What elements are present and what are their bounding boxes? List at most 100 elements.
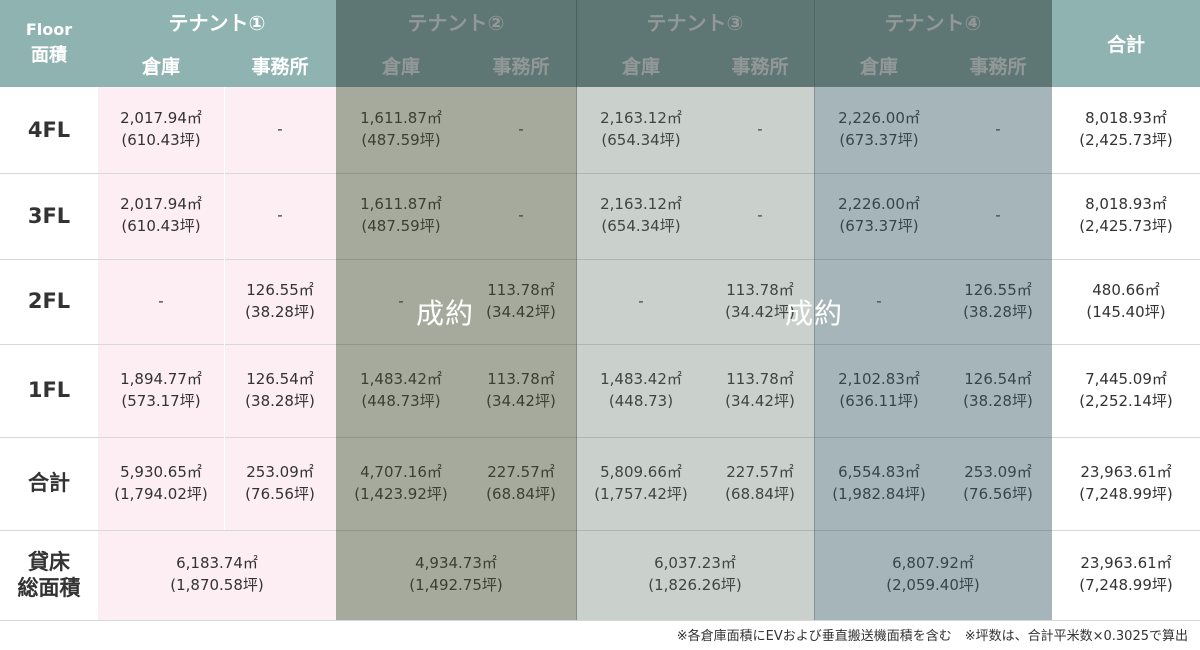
row-label: 合計 bbox=[0, 437, 98, 530]
table-cell: - bbox=[576, 259, 706, 344]
value-secondary: (573.17坪) bbox=[121, 391, 201, 410]
value-primary: - bbox=[158, 291, 164, 310]
row-total-cell: 480.66㎡ (145.40坪) bbox=[1052, 259, 1200, 344]
table-cell: - bbox=[706, 173, 814, 259]
table-cell: 113.78㎡ (34.42坪) bbox=[466, 344, 576, 437]
value-secondary: (448.73) bbox=[608, 391, 674, 410]
row-divider bbox=[0, 259, 1200, 260]
value-primary: 2,163.12㎡ bbox=[600, 195, 682, 214]
row-divider bbox=[0, 437, 1200, 438]
value-primary: - bbox=[518, 206, 524, 225]
office-label: 事務所 bbox=[492, 55, 550, 78]
value-primary: 253.09㎡ bbox=[964, 462, 1032, 481]
value-primary: 23,963.61㎡ bbox=[1080, 462, 1172, 481]
rental-cell-tenant-4: 6,807.92㎡ (2,059.40坪) bbox=[814, 530, 1052, 620]
value-primary: 6,037.23㎡ bbox=[654, 554, 736, 573]
value-primary: - bbox=[757, 206, 763, 225]
value-primary: - bbox=[995, 120, 1001, 139]
table-cell: 2,226.00㎡ (673.37坪) bbox=[814, 173, 944, 259]
row-label-text: 4FL bbox=[27, 117, 71, 142]
value-secondary: (610.43坪) bbox=[121, 217, 201, 235]
floor-label: Floor bbox=[25, 20, 73, 39]
table-cell: 113.78㎡ (34.42坪) bbox=[466, 259, 576, 344]
row-label: 2FL bbox=[0, 259, 98, 344]
table-cell: 2,102.83㎡ (636.11坪) bbox=[814, 344, 944, 437]
table-cell: 253.09㎡ (76.56坪) bbox=[224, 437, 336, 530]
table-cell: 5,930.65㎡ (1,794.02坪) bbox=[98, 437, 224, 530]
rental-cell-tenant-1: 6,183.74㎡ (1,870.58坪) bbox=[98, 530, 336, 620]
table-cell: 2,226.00㎡ (673.37坪) bbox=[814, 87, 944, 173]
warehouse-label: 倉庫 bbox=[621, 55, 660, 78]
warehouse-header: 倉庫 bbox=[336, 43, 466, 87]
row-total-cell: 8,018.93㎡ (2,425.73坪) bbox=[1052, 173, 1200, 259]
office-header: 事務所 bbox=[224, 43, 336, 87]
value-secondary: (38.28坪) bbox=[963, 302, 1033, 321]
table-cell: 2,017.94㎡ (610.43坪) bbox=[98, 87, 224, 173]
table-cell: - bbox=[224, 87, 336, 173]
table-cell: 2,163.12㎡ (654.34坪) bbox=[576, 87, 706, 173]
warehouse-label: 倉庫 bbox=[859, 55, 898, 78]
value-secondary: (34.42坪) bbox=[725, 302, 795, 321]
value-primary: 4,707.16㎡ bbox=[360, 462, 442, 481]
value-secondary: (38.28坪) bbox=[963, 391, 1033, 410]
warehouse-label: 倉庫 bbox=[141, 55, 180, 78]
office-header: 事務所 bbox=[944, 43, 1052, 87]
rental-total-cell: 23,963.61㎡ (7,248.99坪) bbox=[1052, 530, 1200, 620]
value-secondary: (1,423.92坪) bbox=[354, 484, 448, 503]
table-cell: 1,483.42㎡ (448.73坪) bbox=[336, 344, 466, 437]
value-secondary: (7,248.99坪) bbox=[1079, 576, 1173, 594]
table-cell: - bbox=[224, 173, 336, 259]
tenant-name: テナント② bbox=[407, 11, 505, 35]
table-cell: 253.09㎡ (76.56坪) bbox=[944, 437, 1052, 530]
column-divider bbox=[224, 87, 225, 530]
row-divider bbox=[0, 173, 1200, 174]
value-secondary: (76.56坪) bbox=[245, 484, 315, 503]
warehouse-header: 倉庫 bbox=[576, 43, 706, 87]
tenant-name: テナント③ bbox=[646, 11, 744, 35]
table-cell: - bbox=[98, 259, 224, 344]
value-primary: 2,163.12㎡ bbox=[600, 109, 682, 128]
tenant-header-3: テナント③ bbox=[576, 0, 814, 43]
table-cell: 126.55㎡ (38.28坪) bbox=[944, 259, 1052, 344]
value-primary: 113.78㎡ bbox=[487, 280, 555, 299]
table-cell: 113.78㎡ (34.42坪) bbox=[706, 344, 814, 437]
value-primary: 113.78㎡ bbox=[726, 280, 794, 299]
value-primary: 23,963.61㎡ bbox=[1080, 554, 1172, 573]
table-cell: - bbox=[706, 87, 814, 173]
value-primary: 2,226.00㎡ bbox=[838, 109, 920, 128]
table-cell: - bbox=[944, 87, 1052, 173]
row-total-cell: 8,018.93㎡ (2,425.73坪) bbox=[1052, 87, 1200, 173]
total-label: 合計 bbox=[1106, 34, 1145, 56]
value-primary: - bbox=[398, 291, 404, 310]
table-cell: 5,809.66㎡ (1,757.42坪) bbox=[576, 437, 706, 530]
value-secondary: (1,757.42坪) bbox=[594, 484, 688, 503]
value-secondary: (448.73坪) bbox=[361, 391, 441, 410]
rental-area-label: 貸床 総面積 bbox=[0, 530, 98, 620]
value-primary: 1,611.87㎡ bbox=[360, 109, 442, 128]
table-cell: 1,611.87㎡ (487.59坪) bbox=[336, 87, 466, 173]
warehouse-header: 倉庫 bbox=[814, 43, 944, 87]
value-primary: 253.09㎡ bbox=[246, 462, 314, 481]
row-total-cell: 7,445.09㎡ (2,252.14坪) bbox=[1052, 344, 1200, 437]
value-primary: 113.78㎡ bbox=[487, 369, 555, 388]
value-primary: 5,809.66㎡ bbox=[600, 462, 682, 481]
tenant-name: テナント① bbox=[168, 11, 266, 35]
value-primary: - bbox=[876, 291, 882, 310]
table-cell: 6,554.83㎡ (1,982.84坪) bbox=[814, 437, 944, 530]
value-secondary: (673.37坪) bbox=[839, 131, 919, 149]
value-primary: 126.55㎡ bbox=[246, 280, 314, 299]
value-secondary: (1,794.02坪) bbox=[114, 484, 208, 503]
value-secondary: (38.28坪) bbox=[245, 391, 315, 410]
value-secondary: (68.84坪) bbox=[725, 484, 795, 503]
value-secondary: (654.34坪) bbox=[601, 217, 681, 235]
value-primary: 2,017.94㎡ bbox=[120, 195, 202, 214]
table-cell: 126.55㎡ (38.28坪) bbox=[224, 259, 336, 344]
tenant1-background bbox=[98, 87, 336, 620]
warehouse-label: 倉庫 bbox=[381, 55, 420, 78]
value-primary: 2,102.83㎡ bbox=[838, 369, 920, 388]
value-primary: 1,483.42㎡ bbox=[600, 369, 682, 388]
value-primary: 113.78㎡ bbox=[726, 369, 794, 388]
value-secondary: (1,492.75坪) bbox=[409, 576, 503, 594]
table-cell: 227.57㎡ (68.84坪) bbox=[466, 437, 576, 530]
value-secondary: (2,252.14坪) bbox=[1079, 391, 1173, 410]
